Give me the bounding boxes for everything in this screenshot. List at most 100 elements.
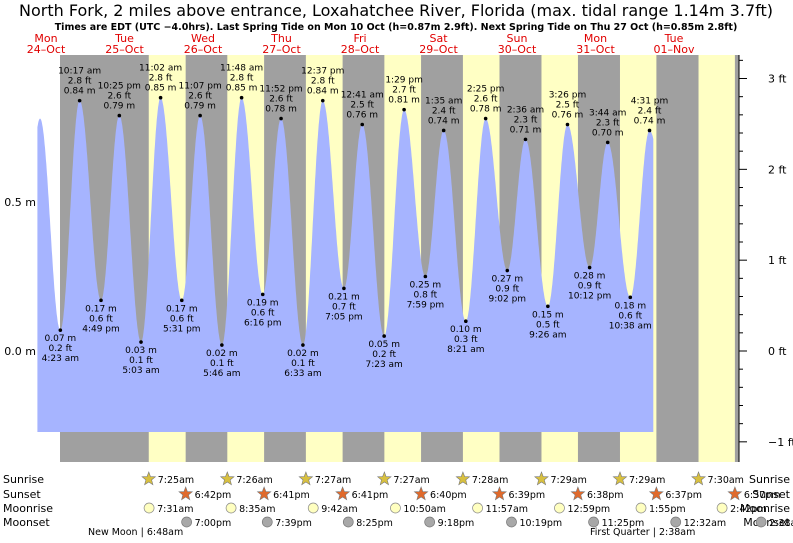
tide-time: 1:29 pm bbox=[385, 76, 423, 86]
tide-height-ft: 0.5 ft bbox=[536, 320, 560, 330]
moonset-time: 8:25pm bbox=[356, 518, 393, 529]
tide-height-ft: 0.9 ft bbox=[578, 282, 602, 292]
high-tide-point bbox=[483, 116, 488, 121]
tide-height-ft: 0.1 ft bbox=[129, 356, 153, 366]
tide-height-m: 0.03 m bbox=[125, 346, 157, 356]
high-tide-point bbox=[441, 128, 446, 133]
tide-height-m: 0.81 m bbox=[388, 96, 420, 106]
low-tide-point bbox=[342, 286, 346, 291]
low-tide-point bbox=[301, 343, 305, 347]
axes: 0.5 m 0.0 m 3 ft 2 ft 1 ft 0 ft −1 ft bbox=[4, 55, 793, 462]
sunset-time: 6:37pm bbox=[744, 490, 781, 501]
tide-height-m: 0.17 m bbox=[85, 304, 117, 314]
tide-height-m: 0.71 m bbox=[510, 125, 542, 135]
day-of-week: Fri bbox=[353, 32, 366, 45]
sunrise-icon bbox=[612, 471, 628, 486]
left-axis-tick-label: 0.5 m bbox=[4, 196, 36, 209]
day-date: 27–Oct bbox=[262, 43, 301, 56]
moonset-icon bbox=[506, 516, 517, 528]
tide-time: 12:41 am bbox=[341, 91, 384, 101]
tide-height-m: 0.28 m bbox=[574, 272, 606, 282]
sunset-icon bbox=[570, 486, 586, 501]
tide-height-m: 0.85 m bbox=[226, 84, 258, 94]
day-labels: Mon24–OctTue25–OctWed26–OctThu27–OctFri2… bbox=[27, 32, 695, 56]
tide-time: 11:02 am bbox=[139, 64, 182, 74]
moonrise-time: 11:57am bbox=[486, 504, 528, 515]
moonrise-time: 12:59pm bbox=[567, 504, 610, 515]
sunrise-icon bbox=[533, 471, 549, 486]
moonrise-icon bbox=[716, 502, 728, 514]
moonset-icon bbox=[424, 516, 436, 528]
right-axis-tick-label: 0 ft bbox=[768, 345, 787, 358]
tide-height-ft: 0.8 ft bbox=[414, 291, 438, 301]
tide-time: 9:02 pm bbox=[489, 295, 527, 305]
tide-height-ft: 2.8 ft bbox=[230, 74, 254, 84]
tide-height-ft: 0.6 ft bbox=[170, 314, 194, 324]
sunrise-time: 7:26am bbox=[236, 475, 272, 486]
moonrise-icon bbox=[472, 502, 483, 514]
moonset-time: 7:39pm bbox=[275, 518, 312, 529]
tide-height-ft: 0.9 ft bbox=[495, 285, 519, 295]
tide-height-ft: 2.6 ft bbox=[474, 95, 498, 105]
tide-time: 5:03 am bbox=[122, 366, 159, 376]
day-date: 31–Oct bbox=[576, 43, 615, 56]
moonrise-time: 7:31am bbox=[157, 504, 193, 515]
moonset-time: 11:25pm bbox=[602, 518, 645, 529]
tide-height-ft: 2.4 ft bbox=[432, 106, 456, 116]
sunrise-row-label-left: Sunrise bbox=[3, 473, 44, 486]
moonset-icon bbox=[342, 516, 354, 528]
moonrise-icon bbox=[635, 502, 647, 514]
sunrise-row-label-right: Sunrise bbox=[749, 473, 790, 486]
sunset-time: 6:37pm bbox=[665, 490, 702, 501]
tide-height-ft: 2.4 ft bbox=[638, 106, 662, 116]
high-tide-point bbox=[158, 95, 163, 100]
tide-time: 11:52 pm bbox=[259, 85, 302, 95]
tide-height-m: 0.76 m bbox=[552, 111, 584, 121]
sunrise-time: 7:27am bbox=[315, 475, 351, 486]
day-of-week: Thu bbox=[270, 32, 292, 45]
low-tide-point bbox=[382, 334, 386, 338]
day-date: 26–Oct bbox=[184, 43, 223, 56]
day-date: 29–Oct bbox=[419, 43, 458, 56]
tide-height-ft: 2.8 ft bbox=[68, 77, 92, 87]
tide-height-m: 0.76 m bbox=[346, 111, 378, 121]
day-date: 25–Oct bbox=[105, 43, 144, 56]
tide-height-m: 0.02 m bbox=[287, 349, 319, 359]
tide-height-m: 0.10 m bbox=[450, 325, 482, 335]
tide-height-ft: 2.3 ft bbox=[514, 115, 538, 125]
moonrise-time: 2:42pm bbox=[730, 504, 767, 515]
tide-time: 10:17 am bbox=[58, 67, 101, 77]
day-of-week: Mon bbox=[34, 32, 57, 45]
high-tide-point bbox=[402, 107, 406, 112]
moonrise-row-label-right: Moonrise bbox=[740, 502, 790, 515]
tide-height-ft: 2.8 ft bbox=[149, 74, 173, 84]
new-moon-note: New Moon | 6:48am bbox=[88, 527, 183, 538]
tide-height-ft: 0.6 ft bbox=[89, 314, 113, 324]
tide-height-ft: 2.5 ft bbox=[350, 101, 374, 111]
moonrise-row-label-left: Moonrise bbox=[3, 502, 53, 515]
day-of-week: Tue bbox=[114, 32, 134, 45]
sunrise-icon bbox=[455, 471, 471, 486]
tide-height-m: 0.05 m bbox=[368, 340, 400, 350]
low-tide-point bbox=[99, 298, 103, 303]
moonset-icon bbox=[261, 516, 273, 528]
moonset-icon bbox=[588, 516, 599, 528]
high-tide-point bbox=[605, 140, 610, 145]
sunset-icon bbox=[413, 486, 429, 501]
day-date: 30–Oct bbox=[498, 43, 537, 56]
moonrise-icon bbox=[225, 502, 237, 514]
tide-height-ft: 0.2 ft bbox=[48, 344, 72, 354]
daylight-band bbox=[698, 55, 735, 462]
high-tide-point bbox=[77, 98, 82, 103]
moonset-icon bbox=[755, 516, 767, 528]
tide-height-ft: 2.5 ft bbox=[556, 101, 580, 111]
sunrise-time: 7:29am bbox=[629, 475, 665, 486]
sunrise-time: 7:27am bbox=[393, 475, 429, 486]
tide-height-m: 0.84 m bbox=[64, 87, 96, 97]
tide-time: 9:26 am bbox=[529, 330, 566, 340]
moonrise-icon bbox=[143, 502, 155, 514]
moonset-time: 2:38am bbox=[769, 518, 793, 529]
day-date: 01–Nov bbox=[654, 43, 695, 56]
low-tide-point bbox=[505, 268, 510, 273]
